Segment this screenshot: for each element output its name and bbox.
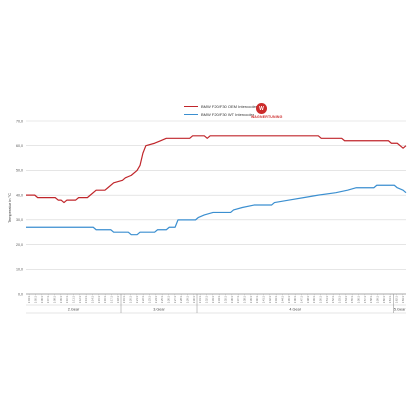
x-tick-label: 1:06:1 [40,295,44,303]
y-tick-label: 10,0 [16,268,23,272]
x-tick-label: 1:30:1 [192,295,196,303]
x-tick-label: 1:05:1 [34,295,38,303]
x-tick-label: 1:44:1 [281,295,285,303]
x-tick-label: 1:21:1 [135,295,139,303]
x-tick-label: 1:60:1 [382,295,386,303]
x-tick-label: 1:51:1 [325,295,329,303]
x-tick-label: 1:50:1 [319,295,323,303]
y-tick-label: 30,0 [16,218,23,222]
x-tick-label: 1:07:1 [46,295,50,303]
x-tick-label: 1:04:1 [27,295,31,303]
y-tick-label: 40,0 [16,193,23,197]
x-tick-label: 1:52:1 [331,295,335,303]
x-tick-label: 1:40:1 [255,295,259,303]
x-tick-label: 1:53:1 [338,295,342,303]
x-tick-label: 1:39:1 [249,295,253,303]
x-tick-label: 1:55:1 [350,295,354,303]
x-tick-label: 1:20:1 [129,295,133,303]
x-tick-label: 1:42:1 [268,295,272,303]
x-tick-label: 1:23:1 [148,295,152,303]
legend-item-oem: BMW F20/F30 OEM Intercooler [184,104,257,109]
x-tick-label: 1:10:1 [65,295,69,303]
x-tick-label: 1:15:1 [97,295,101,303]
x-tick-label: 1:28:1 [179,295,183,303]
x-tick-label: 1:57:1 [363,295,367,303]
x-tick-label: 1:29:1 [186,295,190,303]
x-tick-label: 1:14:1 [91,295,95,303]
x-tick-label: 1:33:1 [211,295,215,303]
x-tick-label: 1:17:1 [110,295,114,303]
x-tick-label: 1:37:1 [236,295,240,303]
x-tick-label: 1:43:1 [274,295,278,303]
legend-swatch-oem [184,105,198,108]
gear-label: 3.Gear [153,307,165,311]
x-tick-label: 1:41:1 [262,295,266,303]
x-tick-label: 1:34:1 [217,295,221,303]
x-tick-label: 1:54:1 [344,295,348,303]
y-tick-label: 70,0 [16,119,23,123]
x-tick-label: 1:12:1 [78,295,82,303]
legend-swatch-wagner [184,113,198,116]
y-tick-label: 50,0 [16,169,23,173]
legend-item-wagner: BMW F20/F30 WT Intercooler [184,112,254,117]
x-tick-label: 1:22:1 [141,295,145,303]
wagner-logo: W [256,103,267,114]
x-tick-label: 1:31:1 [198,295,202,303]
series-line-wagner [26,184,407,236]
x-tick-label: 1:56:1 [357,295,361,303]
x-tick-label: 1:36:1 [230,295,234,303]
x-tick-label: 1:49:1 [312,295,316,303]
x-tick-label: 1:09:1 [59,295,63,303]
gear-label: 2.Gear [68,307,80,311]
x-tick-label: 1:13:1 [84,295,88,303]
x-tick-label: 1:11:1 [72,295,76,303]
x-tick-label: 1:48:1 [306,295,310,303]
x-tick-label: 1:19:1 [122,295,126,303]
x-tick-label: 1:47:1 [300,295,304,303]
wagner-logo-text: WAGNERTUNING [251,115,283,119]
x-tick-label: 1:61:1 [388,295,392,303]
y-tick-label: 20,0 [16,243,23,247]
x-tick-label: 1:26:1 [167,295,171,303]
x-tick-label: 1:08:1 [53,295,57,303]
legend-label-wagner: BMW F20/F30 WT Intercooler [201,112,255,117]
x-tick-label: 1:62:1 [395,295,399,303]
y-axis-label: Temperatur in °C [7,193,12,223]
legend-label-oem: BMW F20/F30 OEM Intercooler [201,104,258,109]
x-tick-label: 1:18:1 [116,295,120,303]
x-tick-label: 1:63:1 [401,295,405,303]
x-tick-label: 1:27:1 [173,295,177,303]
gear-label: 4.Gear [289,307,301,311]
x-tick-label: 1:45:1 [287,295,291,303]
x-tick-label: 1:58:1 [369,295,373,303]
gear-label: 5.Gear [394,307,406,311]
y-tick-label: 0,0 [18,292,23,296]
x-tick-label: 1:46:1 [293,295,297,303]
x-tick-label: 1:16:1 [103,295,107,303]
wagner-logo-icon: W [256,103,267,114]
x-tick-label: 1:32:1 [205,295,209,303]
x-tick-label: 1:24:1 [154,295,158,303]
x-tick-label: 1:59:1 [376,295,380,303]
x-tick-label: 1:35:1 [224,295,228,303]
x-tick-label: 1:25:1 [160,295,164,303]
y-tick-label: 60,0 [16,144,23,148]
series-line-oem [26,135,407,204]
x-tick-label: 1:38:1 [243,295,247,303]
